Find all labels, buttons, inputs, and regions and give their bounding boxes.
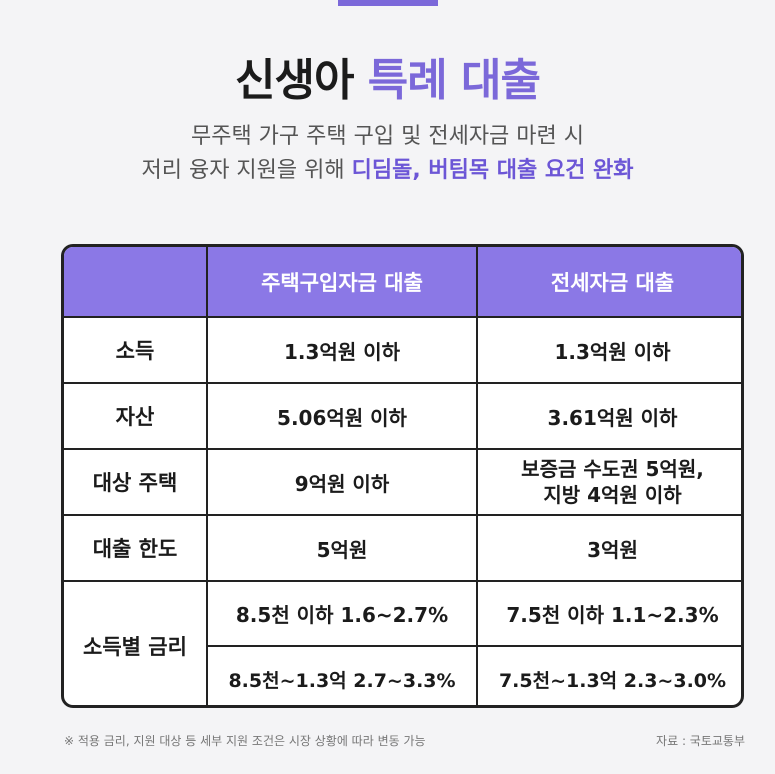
table-row: 소득 1.3억원 이하 1.3억원 이하 [64,316,741,384]
title-main: 신생아 [234,55,368,106]
table-row: 자산 5.06억원 이하 3.61억원 이하 [64,382,741,450]
page-title: 신생아 특례 대출 [0,44,775,108]
row-label-assets: 자산 [64,382,208,450]
subtitle-highlight: 디딤돌, 버팀목 대출 요건 완화 [351,158,634,183]
cell-purchase-rate-1: 8.5천 이하 1.6~2.7% [206,580,478,647]
subtitle-line-1: 무주택 가구 주택 구입 및 전세자금 마련 시 [190,124,585,149]
header-empty [64,247,208,318]
header-purchase-loan: 주택구입자금 대출 [206,247,478,318]
cell-purchase-target-housing: 9억원 이하 [206,448,478,516]
cell-jeonse-loan-limit: 3억원 [476,514,741,582]
subtitle: 무주택 가구 주택 구입 및 전세자금 마련 시 저리 융자 지원을 위해 디딤… [0,120,775,188]
table-row: 소득별 금리 8.5천 이하 1.6~2.7% 7.5천 이하 1.1~2.3% [64,580,741,705]
jeonse-target-line-2: 지방 4억원 이하 [543,483,682,507]
header-jeonse-loan: 전세자금 대출 [476,247,741,318]
footnote: ※ 적용 금리, 지원 대상 등 세부 지원 조건은 시장 상황에 따라 변동 … [64,734,426,748]
table-header-row: 주택구입자금 대출 전세자금 대출 [64,247,741,318]
cell-purchase-income: 1.3억원 이하 [206,316,478,384]
loan-comparison-table: 주택구입자금 대출 전세자금 대출 소득 1.3억원 이하 1.3억원 이하 자… [61,244,744,708]
table-row: 대출 한도 5억원 3억원 [64,514,741,582]
cell-jeonse-rate-1: 7.5천 이하 1.1~2.3% [476,580,741,647]
row-label-loan-limit: 대출 한도 [64,514,208,582]
top-accent-bar [338,0,438,6]
source-credit: 자료 : 국토교통부 [656,734,745,748]
cell-jeonse-rate-2: 7.5천~1.3억 2.3~3.0% [476,645,741,705]
cell-jeonse-target-housing: 보증금 수도권 5억원, 지방 4억원 이하 [476,448,741,516]
row-label-income: 소득 [64,316,208,384]
table-row: 8.5천~1.3억 2.7~3.3% 7.5천~1.3억 2.3~3.0% [64,645,741,705]
row-label-target-housing: 대상 주택 [64,448,208,516]
subtitle-line-2: 저리 융자 지원을 위해 디딤돌, 버팀목 대출 요건 완화 [0,154,775,188]
cell-purchase-rate-2: 8.5천~1.3억 2.7~3.3% [207,645,478,705]
cell-jeonse-assets: 3.61억원 이하 [476,382,741,450]
jeonse-target-line-1: 보증금 수도권 5억원, [521,457,704,481]
cell-purchase-loan-limit: 5억원 [206,514,478,582]
subtitle-line-2-prefix: 저리 융자 지원을 위해 [141,158,352,183]
table-row: 대상 주택 9억원 이하 보증금 수도권 5억원, 지방 4억원 이하 [64,448,741,516]
cell-jeonse-income: 1.3억원 이하 [476,316,741,384]
title-accent: 특례 대출 [367,55,541,106]
row-label-rate-by-income: 소득별 금리 [64,580,208,705]
cell-purchase-assets: 5.06억원 이하 [206,382,478,450]
